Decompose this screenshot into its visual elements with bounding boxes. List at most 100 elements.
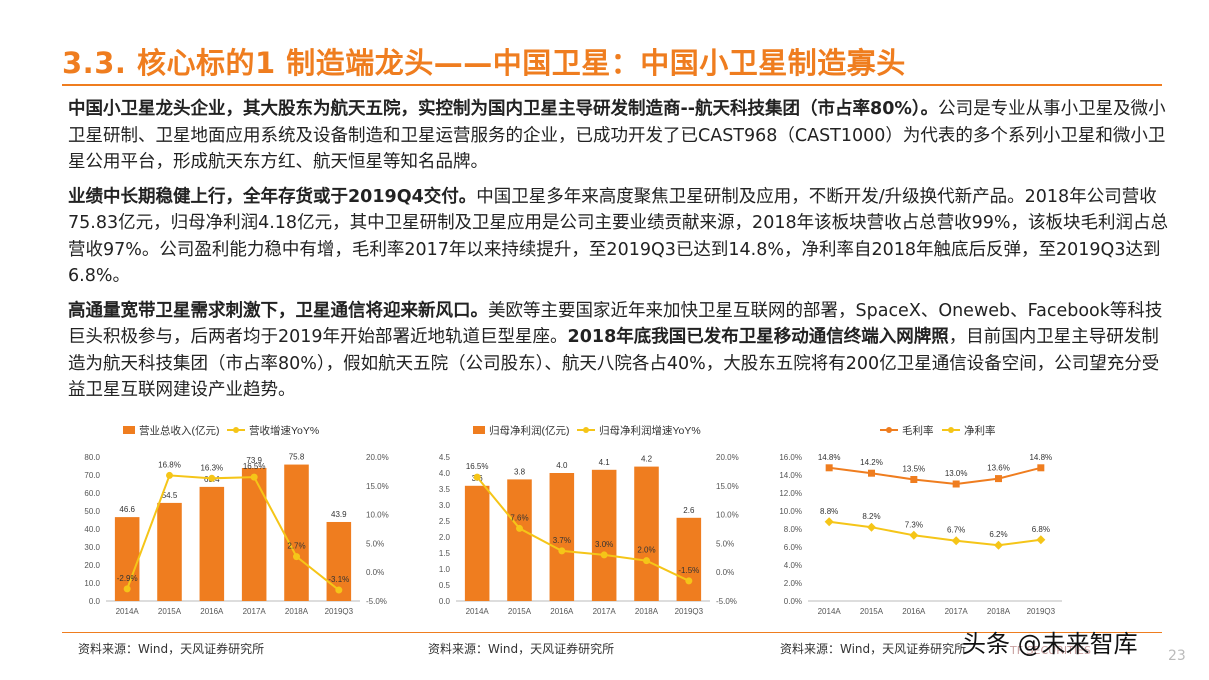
y2-tick-label: 15.0%: [366, 482, 389, 491]
x-tick-label: 2019Q3: [325, 607, 354, 615]
line-value-label: -1.5%: [678, 566, 699, 575]
y-tick-label: 16.0%: [779, 453, 802, 462]
line-point: [825, 464, 833, 472]
line-value-label: 16.5%: [466, 462, 489, 471]
bar: [284, 464, 309, 601]
y-tick-label: 4.5: [439, 453, 451, 462]
paragraph-1-body: 公司是专业从事小卫星及微小卫星研制、卫星地面应用系统及设备制造和卫星运营服务的企…: [68, 99, 1166, 172]
bar-value-label: 4.1: [599, 458, 611, 467]
y2-tick-label: -5.0%: [366, 597, 387, 606]
line-point: [951, 536, 961, 546]
line-value-label: 16.5%: [243, 462, 266, 471]
line-point: [123, 585, 131, 593]
footer-divider: [62, 632, 1162, 633]
revenue-chart: 营业总收入(亿元) 营收增速YoY% 0.0 10.0 20.0 30.0 40.0 50.0…: [68, 415, 398, 615]
series-line: [126, 474, 340, 591]
line-point: [600, 551, 608, 559]
y-tick-label: 2.5: [439, 517, 451, 526]
chart-2-source: 资料来源：Wind，天风证券研究所: [428, 642, 615, 656]
y-tick-label: 6.0%: [784, 543, 802, 552]
slide-title: 3.3. 核心标的1 制造端龙头——中国卫星：中国小卫星制造寡头: [62, 46, 906, 80]
bar-value-label: 75.8: [289, 453, 305, 462]
x-tick-label: 2018A: [987, 607, 1011, 615]
line-point: [208, 474, 216, 482]
bar-value-label: 73.9: [246, 456, 262, 465]
line-value-label: 6.8%: [1032, 525, 1050, 534]
bar-value-label: 43.9: [331, 510, 347, 519]
x-tick-label: 2014A: [818, 607, 842, 615]
net-profit-chart: 归母净利润(亿元) 归母净利润增速YoY% 0.0 0.5 1.0 1.5 2.0 2.5 3.…: [418, 415, 748, 615]
chart-3-source: 资料来源：Wind，天风证券研究所: [780, 642, 967, 656]
line-value-label: 3.7%: [553, 536, 571, 545]
bar-value-label: 4.0: [556, 461, 568, 470]
legend-marker: [233, 427, 239, 433]
legend-label: 毛利率: [902, 424, 934, 437]
y-tick-label: 4.0%: [784, 561, 802, 570]
line-point: [473, 473, 481, 481]
y2-tick-label: 20.0%: [716, 453, 739, 462]
line-point: [558, 547, 566, 555]
x-tick-label: 2017A: [945, 607, 969, 615]
line-point: [685, 577, 693, 585]
x-tick-label: 2018A: [635, 607, 659, 615]
bar: [634, 466, 659, 601]
bar-value-label: 3.8: [514, 467, 526, 476]
paragraph-2-lead: 业绩中长期稳健上行，全年存货或于2019Q4交付。: [68, 186, 477, 207]
watermark: 头条 @未来智库: [962, 630, 1138, 658]
line-value-label: 6.2%: [989, 530, 1007, 539]
x-tick-label: 2015A: [508, 607, 532, 615]
bar: [549, 473, 575, 601]
paragraph-3-body-end: ，目前国内卫星主导研发制造为航天科技集团（市占率80%），假如航天五院（公司股东…: [68, 327, 1160, 400]
line-point: [250, 473, 258, 481]
line-point: [867, 522, 876, 532]
bar: [464, 485, 490, 601]
series-line: [829, 520, 1041, 547]
line-value-label: 14.2%: [860, 458, 883, 467]
page-number: 23: [1168, 648, 1186, 664]
bar-value-label: 54.5: [162, 491, 178, 500]
line-point: [994, 540, 1003, 550]
line-value-label: -3.1%: [328, 575, 349, 584]
line-value-label: 6.7%: [947, 526, 965, 535]
y-tick-label: 3.5: [439, 485, 451, 494]
x-tick-label: 2018A: [285, 607, 309, 615]
bar-value-label: 4.2: [641, 455, 653, 464]
line-point: [952, 480, 960, 488]
paragraph-2: 业绩中长期稳健上行，全年存货或于2019Q4交付。中国卫星多年来高度聚焦卫星研制…: [68, 184, 1168, 290]
line-value-label: 13.5%: [902, 465, 925, 474]
bar: [507, 479, 532, 601]
y-tick-label: 0.0: [439, 597, 451, 606]
line-point: [824, 517, 834, 527]
body-text: 中国小卫星龙头企业，其大股东为航天五院，实控制为国内卫星主导研发制造商--航天科…: [68, 96, 1168, 412]
y-tick-label: 0.0: [89, 597, 101, 606]
paragraph-1-lead: 中国小卫星龙头企业，其大股东为航天五院，实控制为国内卫星主导研发制造商--航天科…: [68, 99, 939, 119]
legend-marker: [948, 427, 954, 433]
y2-tick-label: 5.0%: [366, 539, 384, 548]
legend-label: 净利率: [964, 424, 996, 437]
line-value-label: 13.6%: [987, 464, 1010, 473]
series-line: [829, 466, 1042, 486]
y-tick-label: 10.0%: [779, 507, 802, 516]
legend-marker: [886, 427, 892, 433]
bar: [241, 467, 267, 601]
y-tick-label: 12.0%: [779, 489, 802, 498]
line-value-label: 14.8%: [818, 453, 841, 462]
y-tick-label: 1.0: [439, 565, 451, 574]
y-tick-label: 80.0: [84, 453, 100, 462]
legend-swatch: [473, 426, 485, 434]
line-value-label: 2.0%: [637, 546, 655, 555]
line-point: [910, 476, 918, 483]
y-tick-label: 3.0: [439, 501, 451, 510]
bar: [591, 469, 617, 601]
x-tick-label: 2014A: [116, 607, 140, 615]
y2-tick-label: 0.0%: [716, 568, 734, 577]
y-tick-label: 20.0: [84, 561, 100, 570]
paragraph-2-body: 中国卫星多年来高度聚焦卫星研制及应用，不断开发/升级换代新产品。2018年公司营…: [68, 186, 1168, 287]
x-tick-label: 2016A: [200, 607, 224, 615]
line-value-label: 8.2%: [862, 512, 880, 521]
bar-value-label: 2.6: [683, 506, 695, 515]
legend-label: 归母净利润(亿元): [489, 424, 570, 437]
y2-tick-label: 0.0%: [366, 568, 384, 577]
line-point: [643, 557, 650, 565]
legend-marker: [583, 427, 589, 433]
